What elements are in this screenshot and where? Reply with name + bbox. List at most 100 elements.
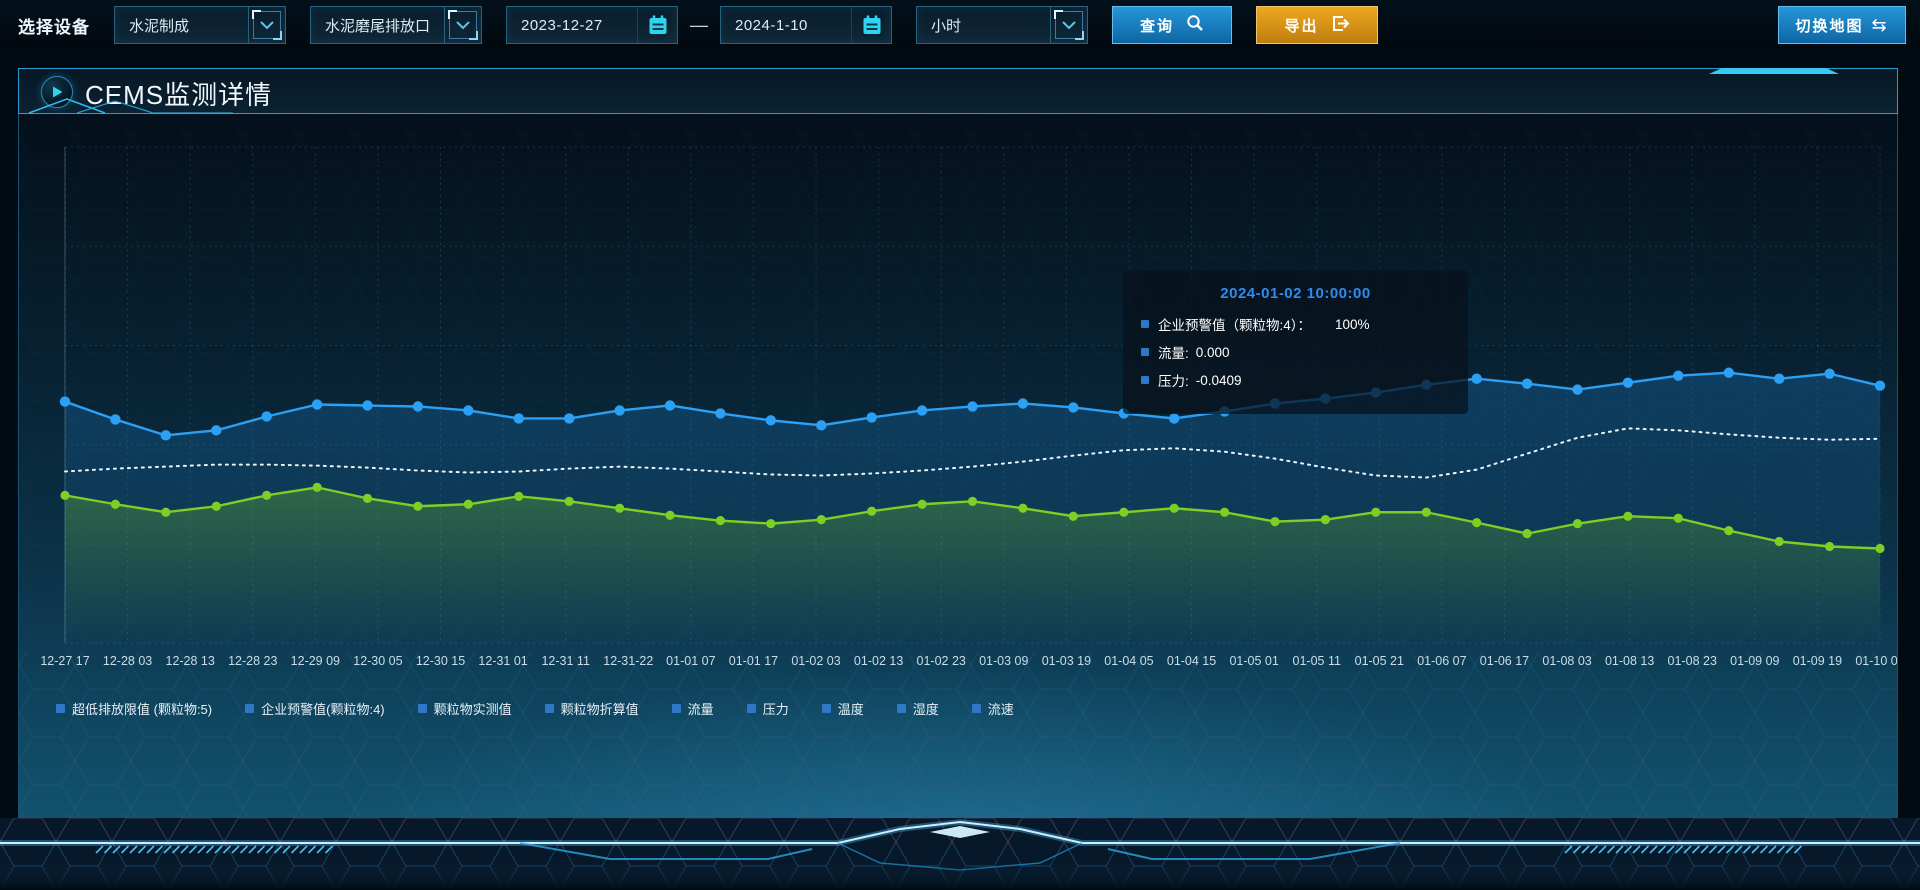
x-axis-label: 12-27 17 [40, 654, 90, 668]
device-category-value: 水泥制成 [129, 17, 190, 35]
x-axis-label: 12-28 03 [102, 654, 153, 668]
legend-label: 压力 [762, 702, 789, 717]
line-chart[interactable] [19, 114, 1897, 832]
panel-body: 12-27 17 12-28 03 12-28 13 12-28 23 12-29 09… [18, 114, 1898, 833]
legend-marker [896, 704, 906, 713]
x-axis-label: 01-03 09 [979, 654, 1029, 668]
cems-panel: CEMS监测详情 12-27 17 12-28 03 12-28 13 12 [18, 68, 1898, 833]
switch-map-button[interactable]: 切换地图 ⇆ [1778, 6, 1906, 44]
legend-item[interactable]: 超低排放限值 (颗粒物:5) [56, 699, 212, 718]
legend-item[interactable]: 湿度 [896, 699, 939, 718]
tooltip-series-value: 100% [1335, 316, 1370, 332]
legend-item[interactable]: 流量 [671, 699, 714, 718]
chart-tooltip: 2024-01-02 10:00:00 企业预警值（颗粒物:4）： 100% 流量:… [1123, 271, 1468, 414]
x-axis-label: 01-06 07 [1417, 654, 1467, 668]
tooltip-series-marker [1141, 348, 1149, 356]
interval-select[interactable]: 小时 [916, 6, 1088, 44]
tooltip-series-value: 0.000 [1195, 344, 1230, 360]
legend-label: 颗粒物折算值 [560, 702, 639, 717]
footer-tech-decoration [0, 818, 1920, 890]
chevron-down-icon [444, 7, 481, 43]
chevron-down-icon [1050, 7, 1087, 43]
x-axis-label: 01-10 05 [1855, 654, 1898, 668]
tooltip-row: 企业预警值（颗粒物:4）： 100% [1141, 314, 1450, 334]
panel-header: CEMS监测详情 [18, 68, 1898, 114]
tooltip-series-value: -0.0409 [1195, 372, 1242, 388]
interval-value: 小时 [931, 17, 962, 35]
header-accent-bar [1709, 68, 1839, 74]
legend-item[interactable]: 温度 [821, 699, 864, 718]
start-date-value: 2023-12-27 [521, 16, 603, 34]
x-axis-label: 01-01 17 [728, 654, 779, 668]
date-range-separator: — [690, 14, 708, 35]
legend-label: 湿度 [912, 702, 939, 717]
legend-label: 流速 [987, 702, 1014, 717]
query-button[interactable]: 查询 [1112, 6, 1232, 44]
x-axis-label: 01-08 03 [1542, 654, 1592, 668]
x-axis-label: 01-02 13 [853, 654, 904, 668]
device-select-label: 选择设备 [18, 17, 90, 37]
device-category-select[interactable]: 水泥制成 [114, 6, 286, 44]
device-outlet-select[interactable]: 水泥磨尾排放口 [310, 6, 482, 44]
legend-label: 流量 [687, 702, 714, 717]
legend-label: 超低排放限值 (颗粒物:5) [72, 702, 213, 717]
legend-label: 温度 [837, 702, 864, 717]
x-axis-label: 12-31 01 [478, 654, 528, 668]
x-axis-label: 01-02 23 [916, 654, 966, 668]
legend-label: 颗粒物实测值 [433, 702, 512, 717]
legend-label: 企业预警值(颗粒物:4) [261, 702, 385, 717]
legend-item[interactable]: 压力 [746, 699, 789, 718]
legend-marker [746, 704, 756, 713]
tooltip-series-label: 流量: [1158, 346, 1189, 361]
x-axis-label: 12-31 11 [541, 654, 590, 668]
device-outlet-value: 水泥磨尾排放口 [325, 17, 431, 35]
tooltip-row: 流量: 0.000 [1141, 342, 1450, 362]
export-button[interactable]: 导出 [1256, 6, 1378, 44]
x-axis-label: 12-30 15 [415, 654, 466, 668]
x-axis-label: 12-29 09 [290, 654, 341, 668]
end-date-value: 2024-1-10 [735, 16, 808, 34]
legend-item[interactable]: 企业预警值(颗粒物:4) [245, 699, 385, 718]
export-button-label: 导出 [1284, 17, 1319, 35]
x-axis-label: 01-05 11 [1292, 654, 1341, 668]
legend-item[interactable]: 流速 [971, 699, 1014, 718]
header-zigzag-decoration [28, 98, 233, 114]
page-title: CEMS监测详情 [85, 80, 273, 110]
toolbar: 选择设备 水泥制成 水泥磨尾排放口 2023-12-27 [0, 0, 1920, 50]
legend-marker [245, 704, 255, 713]
legend-marker [821, 704, 831, 713]
legend-marker [417, 704, 427, 713]
x-axis: 12-27 17 12-28 03 12-28 13 12-28 23 12-29 09… [40, 654, 1897, 674]
tooltip-series-marker [1141, 320, 1149, 328]
export-icon [1331, 14, 1350, 37]
x-axis-label: 01-04 05 [1104, 654, 1154, 668]
x-axis-label: 12-31-22 [603, 654, 654, 668]
tooltip-series-marker [1141, 376, 1149, 384]
hexagon-texture [19, 114, 1897, 832]
x-axis-label: 01-08 23 [1667, 654, 1717, 668]
x-axis-label: 12-28 13 [165, 654, 215, 668]
legend-marker [671, 704, 681, 713]
search-icon [1186, 14, 1204, 36]
chevron-down-icon [248, 7, 285, 43]
x-axis-label: 01-01 07 [666, 654, 716, 668]
x-axis-label: 12-28 23 [228, 654, 278, 668]
tooltip-series-label: 压力: [1158, 374, 1189, 389]
legend-marker [56, 704, 65, 713]
legend-item[interactable]: 颗粒物折算值 [544, 699, 639, 718]
x-axis-label: 01-03 19 [1041, 654, 1092, 668]
x-axis-label: 01-09 09 [1730, 654, 1780, 668]
tooltip-series-label: 企业预警值（颗粒物:4）： [1158, 318, 1312, 333]
legend-marker [544, 704, 554, 713]
x-axis-label: 01-04 15 [1166, 654, 1217, 668]
swap-arrows-icon: ⇆ [1871, 14, 1889, 35]
tooltip-row: 压力: -0.0409 [1141, 370, 1450, 390]
x-axis-label: 01-05 01 [1229, 654, 1279, 668]
x-axis-label: 01-09 19 [1792, 654, 1843, 668]
x-axis-label: 01-08 13 [1604, 654, 1655, 668]
start-date-input[interactable]: 2023-12-27 [506, 6, 678, 44]
legend-item[interactable]: 颗粒物实测值 [417, 699, 512, 718]
query-button-label: 查询 [1139, 17, 1174, 35]
legend-marker [971, 704, 981, 713]
end-date-input[interactable]: 2024-1-10 [720, 6, 892, 44]
